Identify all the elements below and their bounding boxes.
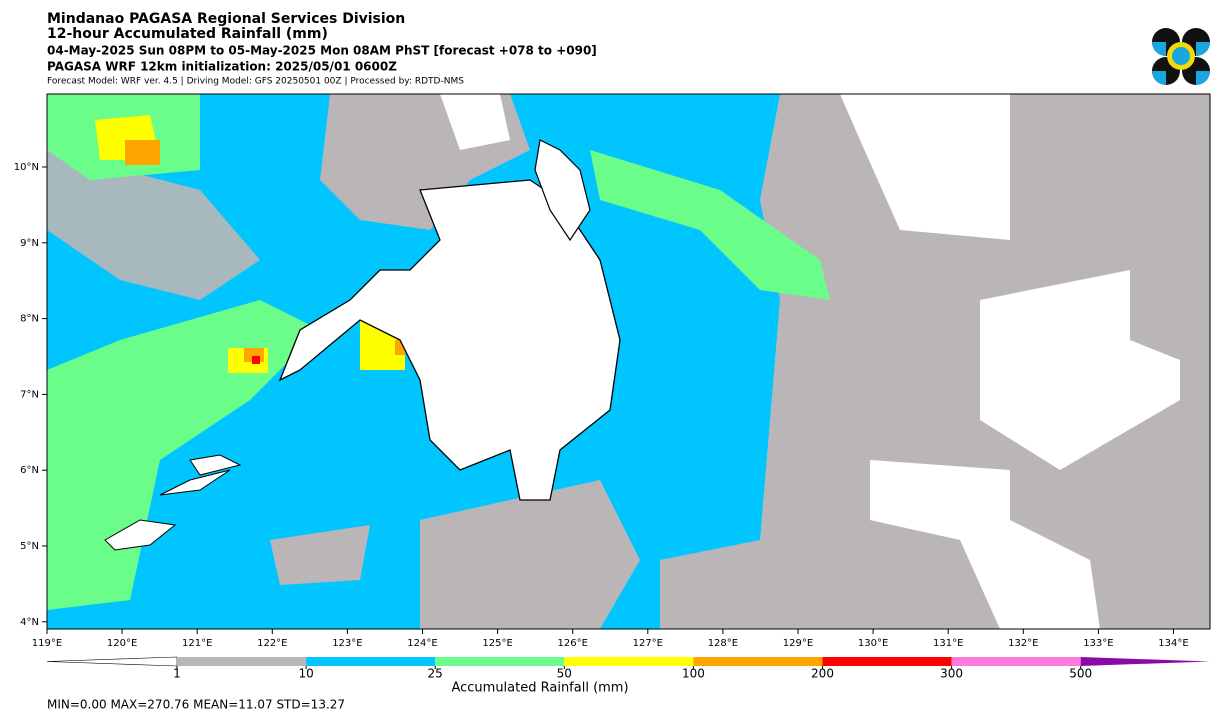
- title: Mindanao PAGASA Regional Services Divisi…: [47, 11, 405, 27]
- stats: MIN=0.00 MAX=270.76 MEAN=11.07 STD=13.27: [47, 698, 345, 712]
- lon-label: 126°E: [557, 638, 587, 649]
- model-info: Forecast Model: WRF ver. 4.5 | Driving M…: [47, 77, 464, 87]
- colorbar-label: 25: [428, 667, 443, 681]
- map: [46, 93, 1211, 630]
- subtitle: 12-hour Accumulated Rainfall (mm): [47, 26, 328, 42]
- lat-label: 5°N: [20, 541, 39, 552]
- lon-label: 121°E: [182, 638, 212, 649]
- lon-label: 120°E: [107, 638, 137, 649]
- lon-label: 119°E: [32, 638, 62, 649]
- lon-label: 134°E: [1158, 638, 1188, 649]
- colorbar-title: Accumulated Rainfall (mm): [451, 681, 628, 696]
- lon-label: 131°E: [933, 638, 963, 649]
- lon-label: 122°E: [257, 638, 287, 649]
- lon-label: 132°E: [1008, 638, 1038, 649]
- lat-label: 10°N: [14, 162, 39, 173]
- colorbar-under: [46, 656, 178, 667]
- lon-label: 125°E: [482, 638, 512, 649]
- logo: [1152, 28, 1210, 85]
- lat-label: 9°N: [20, 238, 39, 249]
- colorbar-segment: [177, 657, 307, 666]
- colorbar-over: [1080, 657, 1210, 666]
- lon-label: 128°E: [708, 638, 738, 649]
- colorbar-segment: [306, 657, 436, 666]
- colorbar-label: 50: [557, 667, 572, 681]
- colorbar-segment: [564, 657, 694, 666]
- lon-label: 124°E: [407, 638, 437, 649]
- init: PAGASA WRF 12km initialization: 2025/05/…: [47, 60, 397, 74]
- colorbar-label: 1: [173, 667, 181, 681]
- lon-label: 123°E: [332, 638, 362, 649]
- colorbar-segment: [435, 657, 565, 666]
- colorbar-segment: [693, 657, 823, 666]
- period: 04-May-2025 Sun 08PM to 05-May-2025 Mon …: [47, 44, 597, 58]
- colorbar-label: 100: [682, 667, 705, 681]
- colorbar-label: 10: [298, 667, 313, 681]
- colorbar-label: 200: [811, 667, 834, 681]
- lon-label: 127°E: [633, 638, 663, 649]
- lat-label: 4°N: [20, 617, 39, 628]
- lon-label: 133°E: [1083, 638, 1113, 649]
- colorbar-segment: [951, 657, 1081, 666]
- colorbar-segment: [822, 657, 952, 666]
- colorbar-label: 300: [940, 667, 963, 681]
- lon-label: 130°E: [858, 638, 888, 649]
- lat-label: 7°N: [20, 389, 39, 400]
- lat-label: 8°N: [20, 314, 39, 325]
- lon-label: 129°E: [783, 638, 813, 649]
- colorbar-label: 500: [1069, 667, 1092, 681]
- lat-label: 6°N: [20, 465, 39, 476]
